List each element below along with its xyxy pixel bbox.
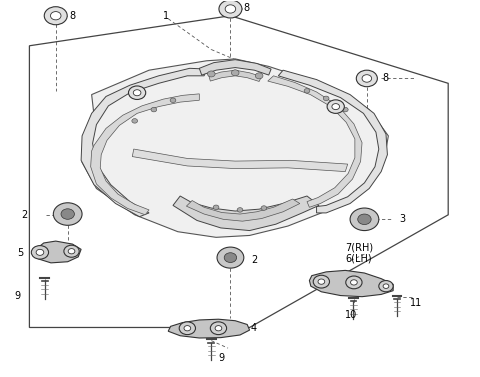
Text: 4: 4: [251, 323, 257, 333]
Polygon shape: [91, 94, 199, 215]
Circle shape: [64, 245, 79, 257]
Circle shape: [356, 70, 377, 87]
Circle shape: [207, 71, 215, 77]
Circle shape: [132, 119, 138, 123]
Circle shape: [219, 0, 242, 18]
Circle shape: [255, 73, 263, 79]
Circle shape: [346, 276, 362, 289]
Circle shape: [323, 96, 329, 101]
Circle shape: [318, 279, 324, 284]
Circle shape: [313, 275, 329, 288]
Circle shape: [224, 253, 237, 262]
Text: 8: 8: [243, 3, 250, 13]
Circle shape: [213, 205, 219, 210]
Circle shape: [225, 5, 236, 13]
Polygon shape: [268, 76, 362, 207]
Circle shape: [217, 247, 244, 268]
Polygon shape: [199, 60, 271, 75]
Circle shape: [231, 70, 239, 76]
Circle shape: [179, 322, 195, 335]
Circle shape: [50, 12, 61, 20]
Circle shape: [362, 75, 372, 82]
Polygon shape: [82, 59, 388, 238]
Circle shape: [237, 208, 243, 212]
Circle shape: [44, 7, 67, 25]
Polygon shape: [186, 199, 300, 221]
Circle shape: [53, 203, 82, 225]
Circle shape: [327, 100, 344, 113]
Circle shape: [68, 248, 75, 254]
Text: 8: 8: [69, 11, 75, 21]
Circle shape: [215, 326, 222, 331]
Text: 9: 9: [218, 352, 225, 363]
Text: 5: 5: [17, 248, 24, 259]
Text: 8: 8: [382, 74, 388, 83]
Polygon shape: [34, 241, 81, 263]
Circle shape: [350, 208, 379, 231]
Polygon shape: [168, 319, 250, 338]
Circle shape: [210, 322, 227, 335]
Circle shape: [170, 98, 176, 103]
Circle shape: [350, 280, 357, 285]
Text: 2: 2: [21, 210, 27, 220]
Text: 1: 1: [162, 11, 168, 21]
Circle shape: [383, 284, 389, 288]
Text: 10: 10: [345, 310, 358, 320]
Text: 11: 11: [410, 298, 422, 308]
Polygon shape: [278, 70, 387, 213]
Polygon shape: [209, 70, 262, 81]
Polygon shape: [132, 149, 348, 172]
Text: 3: 3: [399, 214, 406, 224]
Circle shape: [184, 326, 191, 331]
Polygon shape: [310, 270, 393, 297]
Circle shape: [36, 249, 44, 255]
Circle shape: [342, 107, 348, 112]
Circle shape: [332, 104, 339, 110]
Circle shape: [129, 86, 146, 100]
Circle shape: [151, 107, 157, 112]
Text: 7(RH): 7(RH): [345, 243, 373, 253]
Circle shape: [61, 209, 74, 219]
Circle shape: [133, 90, 141, 96]
Circle shape: [304, 89, 310, 93]
Polygon shape: [173, 196, 319, 231]
Circle shape: [261, 206, 267, 210]
Circle shape: [358, 214, 371, 225]
Circle shape: [379, 280, 393, 292]
Text: 2: 2: [251, 255, 257, 265]
Circle shape: [31, 245, 48, 259]
Text: 6(LH): 6(LH): [345, 254, 372, 264]
Text: 9: 9: [14, 291, 20, 300]
Polygon shape: [81, 68, 206, 217]
